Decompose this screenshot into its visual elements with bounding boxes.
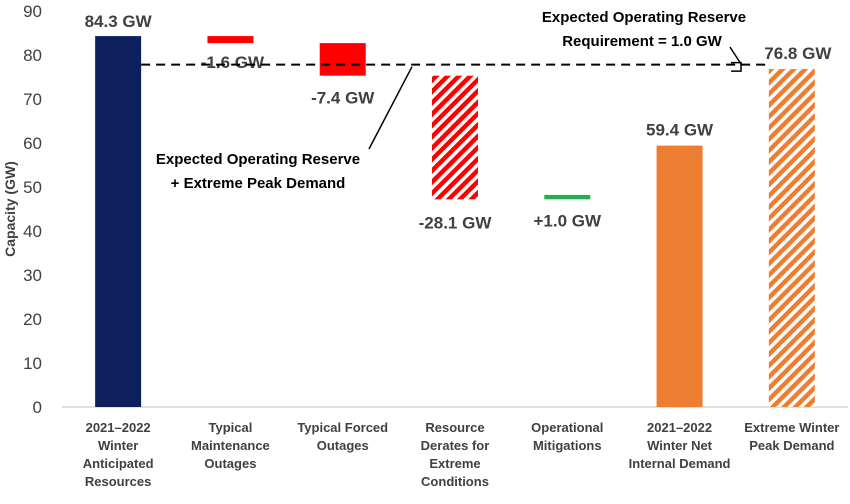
data-label: 76.8 GW	[764, 44, 832, 63]
data-label: +1.0 GW	[534, 211, 603, 230]
bar-layer	[95, 36, 815, 408]
bar	[656, 145, 703, 407]
y-tick-label: 60	[23, 134, 42, 153]
y-tick-label: 30	[23, 266, 42, 285]
label-layer: 84.3 GW -1.6 GW -7.4 GW -28.1 GW +1.0 GW 59.4…	[85, 12, 833, 232]
annotation-text: + Extreme Peak Demand	[171, 175, 346, 192]
bar	[319, 43, 366, 76]
y-tick-label: 20	[23, 310, 42, 329]
annotation-layer: Expected Operating Reserve + Extreme Peak…	[141, 9, 767, 192]
data-label: 84.3 GW	[85, 12, 153, 31]
axis-layer: Capacity (GW) 0 10 20 30 40 50 60 70 80 90 2021–202…	[2, 2, 848, 489]
y-tick-label: 80	[23, 46, 42, 65]
data-label: -7.4 GW	[311, 89, 375, 108]
x-tick-label: Operational Mitigations	[531, 420, 603, 453]
y-tick-label: 70	[23, 90, 42, 109]
x-tick-label: 2021–2022 Winter Anticipated Resources	[83, 420, 154, 489]
x-tick-label: 2021–2022 Winter Net Internal Demand	[629, 420, 731, 471]
bar	[95, 36, 142, 408]
y-tick-label: 40	[23, 222, 42, 241]
leader-line	[368, 66, 413, 150]
bar	[544, 194, 591, 200]
x-tick-label: Typical Maintenance Outages	[191, 420, 270, 471]
bar	[768, 69, 815, 407]
annotation-text: Expected Operating Reserve	[156, 151, 360, 168]
requirement-leader	[729, 46, 742, 65]
annotation-text: Requirement = 1.0 GW	[562, 33, 722, 50]
data-label: 59.4 GW	[646, 121, 714, 140]
x-tick-label: Resource Derates for Extreme Conditions	[421, 420, 490, 489]
data-label: -1.6 GW	[201, 53, 265, 72]
y-tick-label: 10	[23, 354, 42, 373]
bar	[432, 75, 478, 200]
annotation-text: Expected Operating Reserve	[542, 9, 746, 26]
y-tick-label: 50	[23, 178, 42, 197]
x-tick-label: Extreme Winter Peak Demand	[744, 420, 839, 453]
requirement-bracket	[731, 61, 742, 72]
bar	[207, 36, 254, 44]
y-tick-label: 90	[23, 2, 42, 21]
y-tick-label: 0	[33, 398, 42, 417]
x-tick-label: Typical Forced Outages	[297, 420, 388, 453]
data-label: -28.1 GW	[419, 213, 493, 232]
y-axis-title: Capacity (GW)	[2, 161, 18, 257]
